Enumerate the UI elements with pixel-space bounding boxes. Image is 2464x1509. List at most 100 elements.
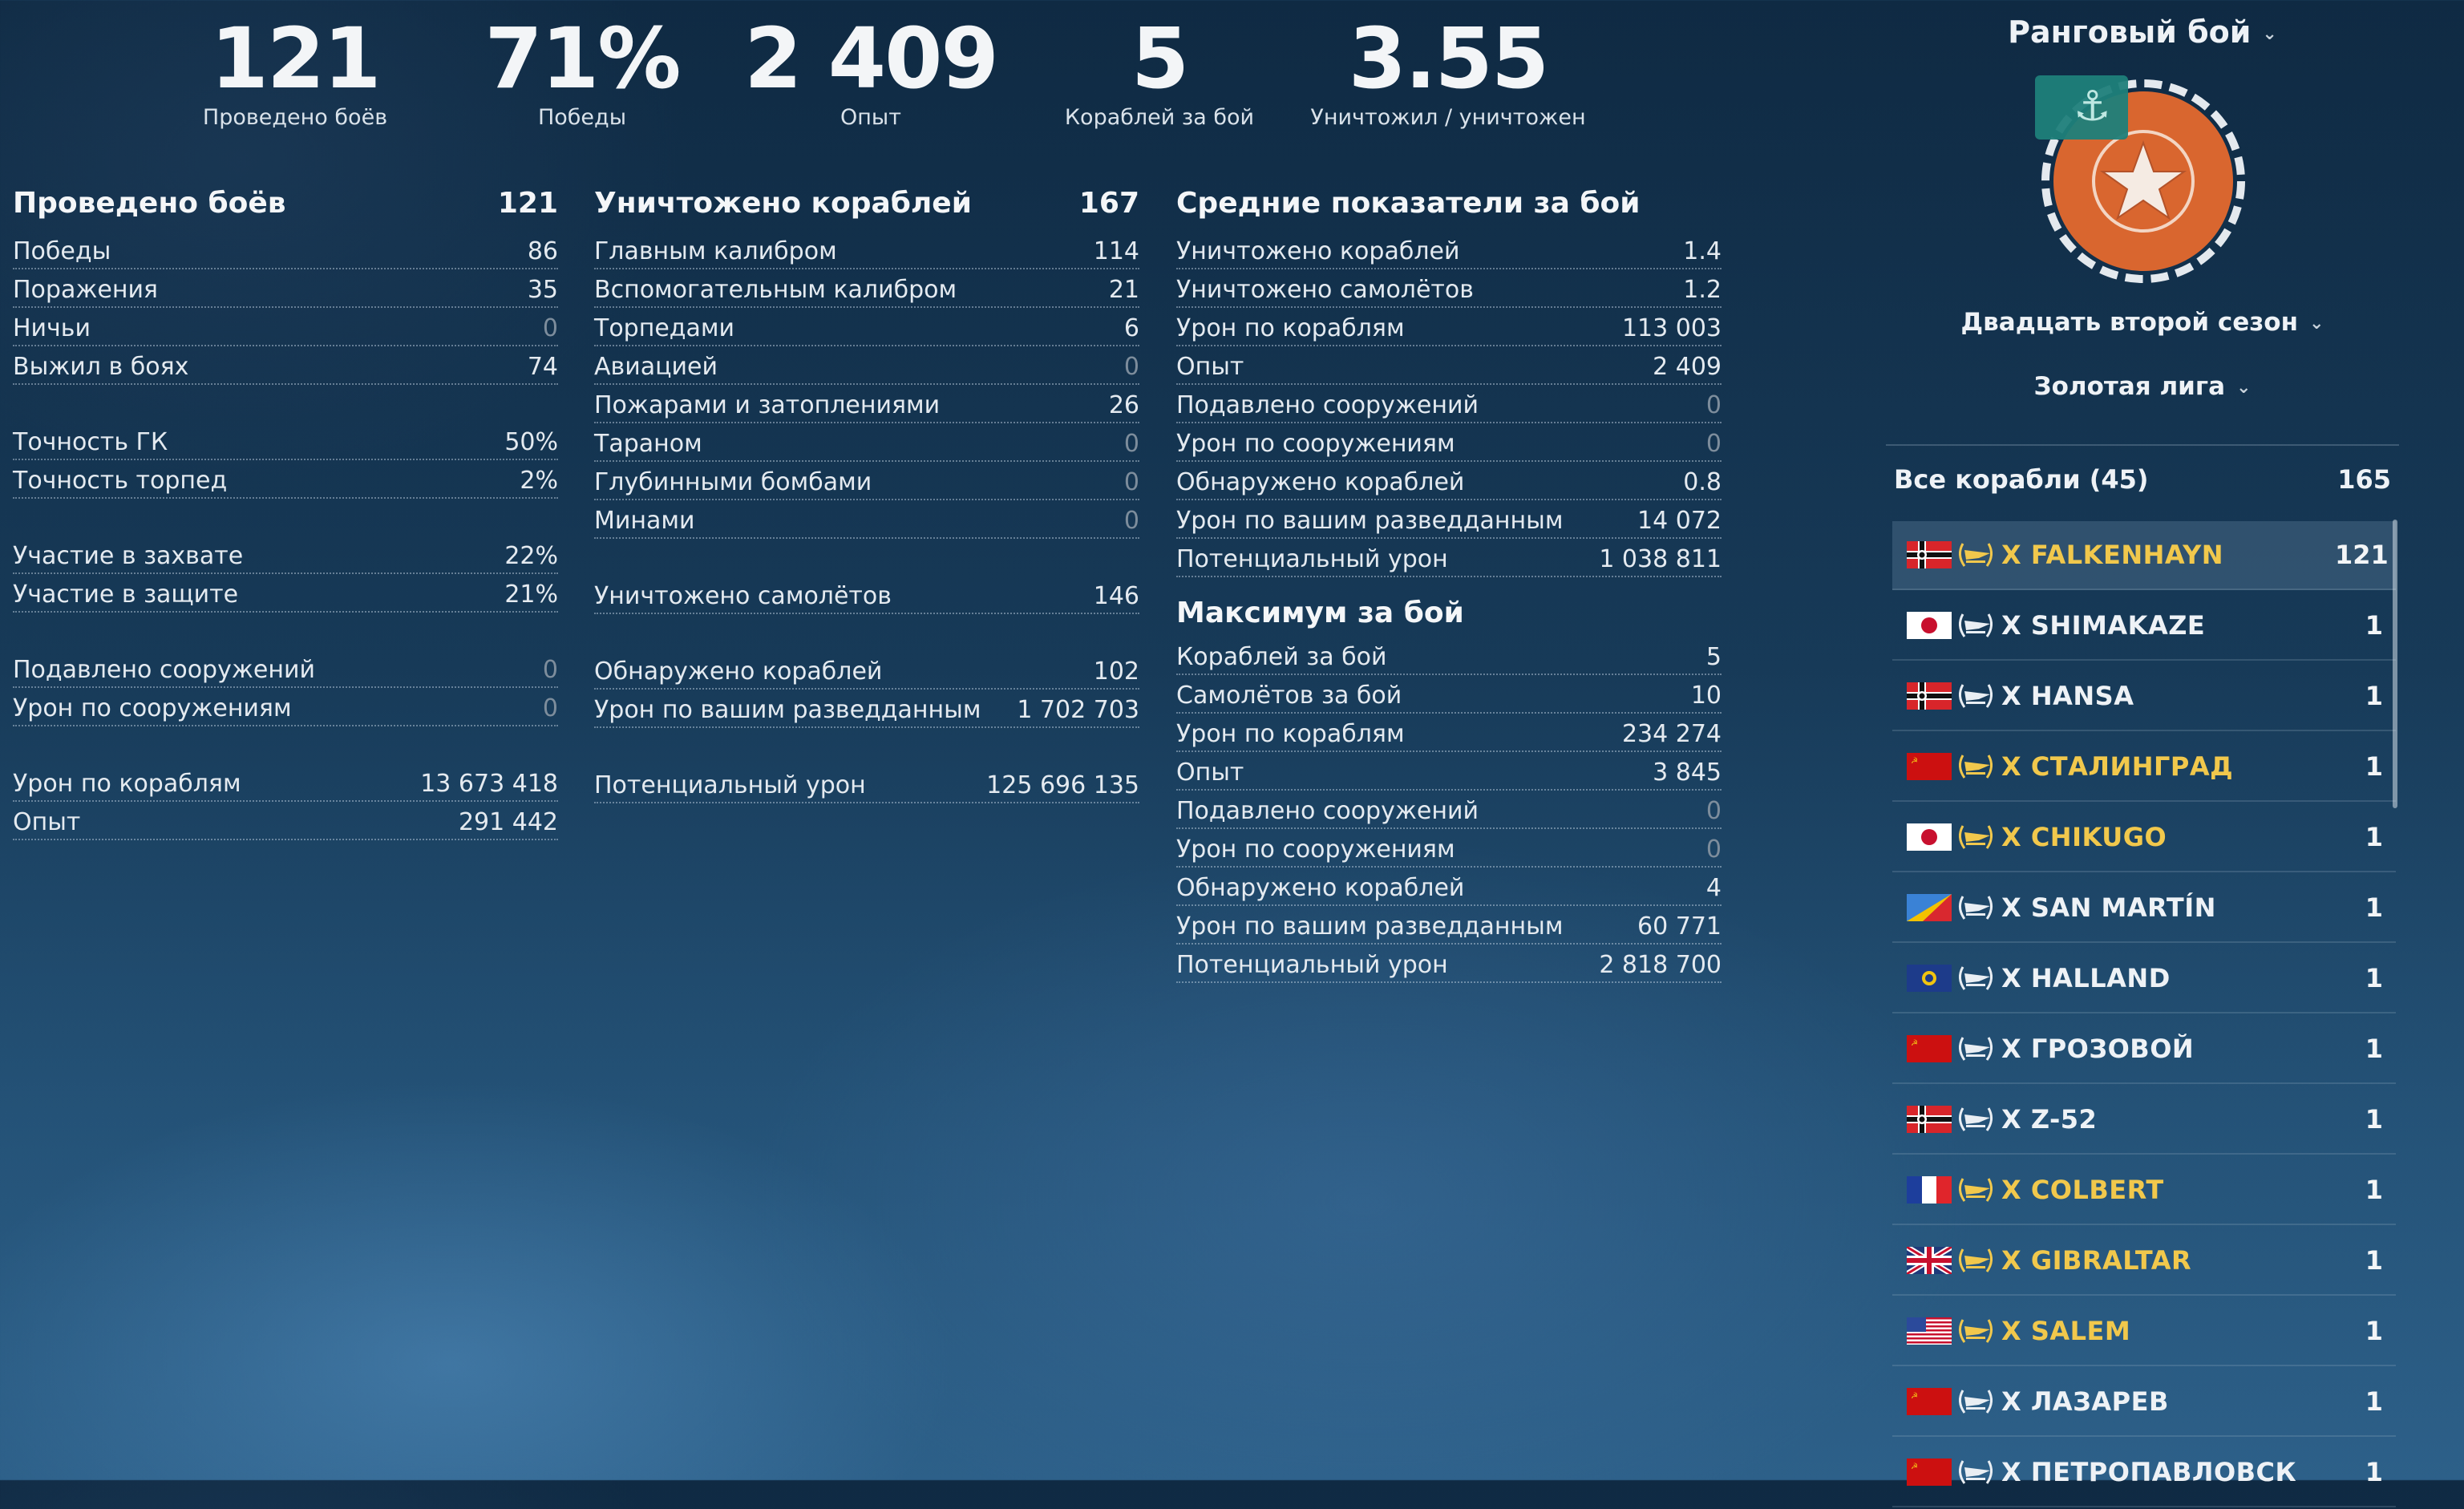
- ship-battles-count: 1: [2365, 822, 2383, 852]
- stat-label: Урон по кораблям: [1176, 314, 1405, 342]
- stat-value: 0: [1705, 797, 1722, 825]
- league-dropdown[interactable]: Золотая лига ⌄: [1886, 372, 2399, 401]
- ship-row[interactable]: ☭ X ГРОЗОВОЙ 1: [1892, 1015, 2396, 1084]
- usa-flag-icon: [1907, 1317, 1952, 1345]
- stat-value: 50%: [504, 428, 558, 456]
- stat-row: Подавлено сооружений 0: [1176, 385, 1722, 423]
- ship-row[interactable]: ☭ X ПЕТРОПАВЛОВСК 1: [1892, 1438, 2396, 1507]
- ussr-flag-icon: ☭: [1907, 1035, 1952, 1062]
- stat-row: Опыт 3 845: [1176, 752, 1722, 791]
- ship-row[interactable]: X GIBRALTAR 1: [1892, 1227, 2396, 1296]
- stat-value: 13 673 418: [420, 770, 558, 798]
- stat-value: 0: [1123, 507, 1139, 535]
- ship-row[interactable]: X SHIMAKAZE 1: [1892, 592, 2396, 661]
- panamerica-flag-icon: [1907, 894, 1952, 921]
- ship-row[interactable]: X COLBERT 1: [1892, 1156, 2396, 1225]
- svg-text:⚓: ⚓: [2074, 83, 2111, 131]
- stat-label: Тараном: [594, 430, 702, 458]
- season-dropdown[interactable]: Двадцать второй сезон ⌄: [1886, 308, 2399, 337]
- ship-row[interactable]: ☭ X ЛАЗАРЕВ 1: [1892, 1368, 2396, 1437]
- stat-label: Урон по сооружениям: [1176, 430, 1455, 458]
- stat-label: Уничтожено кораблей: [1176, 237, 1460, 265]
- france-flag-icon: [1907, 1176, 1952, 1204]
- stat-label: Главным калибром: [594, 237, 837, 265]
- stat-value: 2%: [520, 467, 558, 495]
- battles-stats-column: Проведено боёв 121 Победы 86 Поражения 35 …: [13, 181, 558, 840]
- stat-label: Потенциальный урон: [1176, 951, 1448, 979]
- stat-row: Тараном 0: [594, 423, 1139, 462]
- ship-class-icon: [1955, 539, 1997, 571]
- stat-row: Урон по кораблям 113 003: [1176, 308, 1722, 346]
- ship-row[interactable]: X FALKENHAYN 121: [1892, 521, 2396, 590]
- svg-text:☭: ☭: [1911, 1039, 1918, 1048]
- all-ships-header[interactable]: Все корабли (45) 165: [1886, 444, 2399, 502]
- stat-value: 0: [542, 314, 558, 342]
- ship-row[interactable]: ☭ X СТАЛИНГРАД 1: [1892, 733, 2396, 802]
- summary-ships-per-battle: 5 Кораблей за бой: [1015, 11, 1304, 130]
- summary-exp: 2 409 Опыт: [726, 11, 1015, 130]
- ship-list-scrollbar[interactable]: [2393, 520, 2397, 808]
- stat-label: Глубинными бомбами: [594, 468, 872, 496]
- league-label: Золотая лига: [2033, 372, 2225, 401]
- stat-value: 4: [1705, 874, 1722, 902]
- stat-row: Точность ГК 50%: [13, 422, 558, 460]
- column-header: Уничтожено кораблей 167: [594, 181, 1139, 231]
- summary-value: 5: [1131, 10, 1189, 107]
- stat-label: Подавлено сооружений: [1176, 797, 1479, 825]
- stat-row: Урон по вашим разведданным 1 702 703: [594, 690, 1139, 728]
- rank-emblem-icon: ⚓: [2035, 75, 2245, 283]
- stat-value: 1 702 703: [1017, 696, 1139, 724]
- ship-name: X ЛАЗАРЕВ: [2001, 1386, 2169, 1417]
- ship-list: X FALKENHAYN 121 X SHIMAKAZE 1 X HANSA 1 ☭ X…: [1892, 521, 2396, 1509]
- stat-value: 74: [527, 353, 558, 381]
- stat-value: 291 442: [458, 808, 558, 836]
- ship-row[interactable]: X Z-52 1: [1892, 1086, 2396, 1155]
- ship-battles-count: 1: [2365, 1104, 2383, 1135]
- ship-battles-count: 1: [2365, 751, 2383, 782]
- stat-label: Урон по кораблям: [1176, 720, 1405, 748]
- stat-value: 21%: [504, 581, 558, 609]
- ship-battles-count: 1: [2365, 681, 2383, 711]
- europe-flag-icon: [1907, 965, 1952, 992]
- ship-class-icon: [1955, 962, 1997, 994]
- stat-label: Ничьи: [13, 314, 91, 342]
- ship-row[interactable]: X HALLAND 1: [1892, 945, 2396, 1013]
- stat-value: 0: [1705, 391, 1722, 419]
- stat-label: Торпедами: [594, 314, 735, 342]
- stat-label: Урон по вашим разведданным: [594, 696, 981, 724]
- ship-row[interactable]: X CHIKUGO 1: [1892, 803, 2396, 872]
- stat-value: 14 072: [1637, 507, 1722, 535]
- ship-name: X ГРОЗОВОЙ: [2001, 1034, 2195, 1064]
- summary-value: 71%: [484, 10, 682, 107]
- stat-value: 0: [1123, 430, 1139, 458]
- stat-row: Подавлено сооружений 0: [1176, 791, 1722, 829]
- stat-label: Точность торпед: [13, 467, 228, 495]
- stat-row: Победы 86: [13, 231, 558, 269]
- battle-mode-dropdown[interactable]: Ранговый бой ⌄: [1886, 14, 2399, 50]
- ship-battles-count: 1: [2365, 610, 2383, 641]
- stat-label: Обнаружено кораблей: [1176, 468, 1465, 496]
- stat-row: Участие в защите 21%: [13, 574, 558, 613]
- ship-row[interactable]: X SAN MARTÍN 1: [1892, 874, 2396, 943]
- stat-row: Ничьи 0: [13, 308, 558, 346]
- column-title: Средние показатели за бой: [1176, 187, 1641, 220]
- ship-class-icon: [1955, 1244, 1997, 1276]
- stat-value: 1 038 811: [1599, 545, 1722, 573]
- stat-value: 0: [1705, 835, 1722, 864]
- stat-label: Обнаружено кораблей: [594, 657, 883, 686]
- stat-row: Урон по сооружениям 0: [1176, 423, 1722, 462]
- ship-row[interactable]: X SALEM 1: [1892, 1297, 2396, 1366]
- stat-value: 0: [542, 694, 558, 722]
- all-ships-total: 165: [2337, 464, 2391, 495]
- ship-class-icon: [1955, 1456, 1997, 1488]
- ship-battles-count: 1: [2365, 892, 2383, 923]
- summary-label: Уничтожил / уничтожен: [1310, 105, 1586, 130]
- stat-value: 26: [1108, 391, 1139, 419]
- stat-row: Авиацией 0: [594, 346, 1139, 385]
- ship-name: X CHIKUGO: [2001, 822, 2167, 852]
- stat-label: Авиацией: [594, 353, 718, 381]
- chevron-down-icon: ⌄: [2262, 24, 2277, 44]
- ship-row[interactable]: X HANSA 1: [1892, 662, 2396, 731]
- stat-value: 1.4: [1683, 237, 1722, 265]
- stat-value: 146: [1093, 582, 1139, 610]
